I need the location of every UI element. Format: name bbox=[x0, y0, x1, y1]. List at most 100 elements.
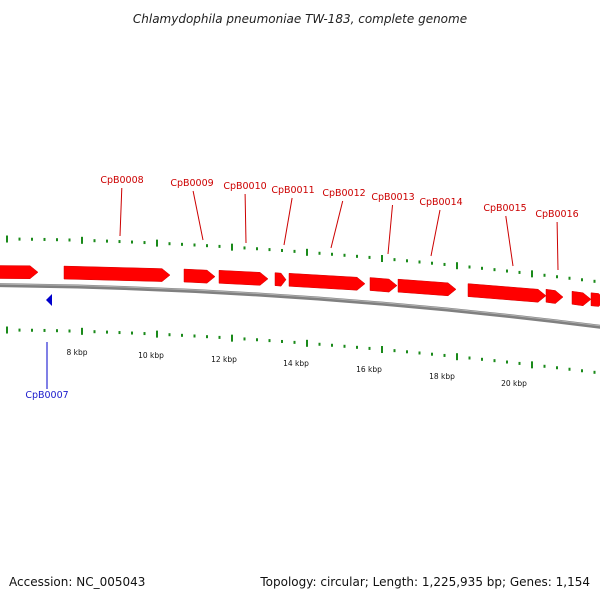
tick-mark bbox=[31, 237, 33, 241]
tick-mark bbox=[68, 329, 71, 333]
gene-label: CpB0015 bbox=[483, 203, 526, 214]
tick-mark bbox=[206, 335, 208, 339]
tick-mark bbox=[331, 343, 333, 347]
tick-mark bbox=[18, 328, 21, 332]
gene-labels: CpB0008 CpB0009 CpB0010 CpB0011 CpB0012 CpB00… bbox=[25, 175, 578, 401]
tick-mark bbox=[18, 237, 21, 241]
tick-mark bbox=[493, 359, 496, 363]
tick-mark bbox=[431, 261, 433, 265]
tick-mark bbox=[6, 235, 8, 243]
tick-mark bbox=[556, 275, 558, 279]
tick-mark bbox=[431, 352, 433, 356]
gene-leader-line bbox=[387, 204, 393, 255]
tick-mark bbox=[518, 361, 521, 365]
tick-mark bbox=[93, 330, 96, 334]
gene-label: CpB0011 bbox=[271, 185, 314, 196]
tick-mark bbox=[156, 330, 158, 338]
tick-mark bbox=[281, 248, 283, 252]
tick-mark bbox=[81, 327, 83, 335]
gene-leader-line bbox=[119, 187, 123, 237]
gene-arrow bbox=[0, 265, 39, 279]
tick-mark bbox=[318, 251, 321, 255]
tick-mark bbox=[493, 268, 496, 272]
tick-mark bbox=[193, 334, 196, 338]
gene-arrow bbox=[218, 270, 269, 286]
tick-mark bbox=[156, 239, 158, 247]
tick-mark bbox=[393, 258, 396, 262]
gene-arrow bbox=[63, 265, 171, 282]
tick-mark bbox=[268, 339, 271, 343]
tick-mark bbox=[531, 361, 533, 369]
tick-mark bbox=[243, 246, 246, 250]
gene-label: CpB0014 bbox=[419, 197, 462, 208]
tick-mark bbox=[243, 337, 246, 341]
tick-mark bbox=[181, 242, 183, 246]
tick-mark bbox=[118, 240, 121, 244]
tick-mark bbox=[543, 364, 546, 368]
tick-mark bbox=[418, 260, 421, 264]
tick-mark bbox=[556, 366, 558, 370]
tick-mark bbox=[468, 356, 471, 360]
tick-mark bbox=[293, 249, 296, 253]
gene-arrow bbox=[397, 278, 457, 297]
gene-arrow bbox=[467, 283, 547, 303]
tick-mark bbox=[218, 335, 221, 339]
tick-mark bbox=[306, 339, 308, 347]
tick-mark bbox=[581, 369, 583, 373]
scale-label: 10 kbp bbox=[138, 351, 164, 360]
tick-mark bbox=[443, 262, 446, 266]
tick-mark bbox=[231, 334, 233, 342]
gene-label: CpB0010 bbox=[223, 181, 266, 192]
tick-mark bbox=[306, 248, 308, 256]
gene-label-reverse: CpB0007 bbox=[25, 390, 68, 401]
gene-arrow-reverse bbox=[46, 294, 52, 306]
tick-mark bbox=[131, 240, 133, 244]
tick-mark bbox=[256, 338, 258, 342]
tick-mark bbox=[368, 255, 371, 259]
tick-mark bbox=[168, 333, 171, 337]
tick-mark bbox=[381, 255, 383, 263]
tick-mark bbox=[481, 266, 483, 270]
gene-arrow bbox=[183, 268, 216, 284]
accession-label: Accession: NC_005043 bbox=[9, 575, 145, 589]
gene-label: CpB0016 bbox=[535, 209, 578, 220]
gene-leader-line bbox=[244, 193, 247, 244]
tick-mark bbox=[193, 243, 196, 247]
tick-mark bbox=[81, 236, 83, 244]
backbone-line bbox=[0, 283, 600, 329]
tick-mark bbox=[456, 262, 458, 270]
gene-arrows bbox=[0, 265, 600, 307]
scale-label: 18 kbp bbox=[429, 372, 455, 381]
tick-mark bbox=[106, 330, 108, 334]
tick-mark bbox=[68, 238, 71, 242]
tick-mark bbox=[593, 279, 596, 283]
gene-label: CpB0009 bbox=[170, 178, 213, 189]
tick-mark bbox=[343, 253, 346, 257]
tick-mark bbox=[393, 349, 396, 353]
gene-leader-line bbox=[556, 221, 559, 271]
scale-label: 14 kbp bbox=[283, 359, 309, 368]
tick-mark bbox=[281, 339, 283, 343]
tick-mark bbox=[593, 370, 596, 374]
tick-mark bbox=[56, 329, 58, 333]
gene-leader-line bbox=[505, 215, 514, 267]
gene-label: CpB0012 bbox=[322, 188, 365, 199]
tick-mark bbox=[31, 328, 33, 332]
backbone bbox=[0, 283, 600, 329]
tick-mark bbox=[231, 243, 233, 251]
tick-mark bbox=[168, 242, 171, 246]
gene-label: CpB0008 bbox=[100, 175, 143, 186]
gene-leader-line bbox=[430, 209, 441, 257]
tick-mark bbox=[468, 265, 471, 269]
tick-mark bbox=[456, 353, 458, 361]
scale-label: 8 kbp bbox=[66, 348, 87, 357]
tick-mark bbox=[418, 351, 421, 355]
gene-leader-line bbox=[330, 200, 344, 249]
gene-arrow bbox=[288, 273, 366, 291]
tick-mark bbox=[318, 342, 321, 346]
tick-mark bbox=[568, 276, 571, 280]
tick-mark bbox=[143, 241, 146, 245]
tick-mark bbox=[356, 254, 358, 258]
gene-leader-line bbox=[192, 190, 204, 241]
